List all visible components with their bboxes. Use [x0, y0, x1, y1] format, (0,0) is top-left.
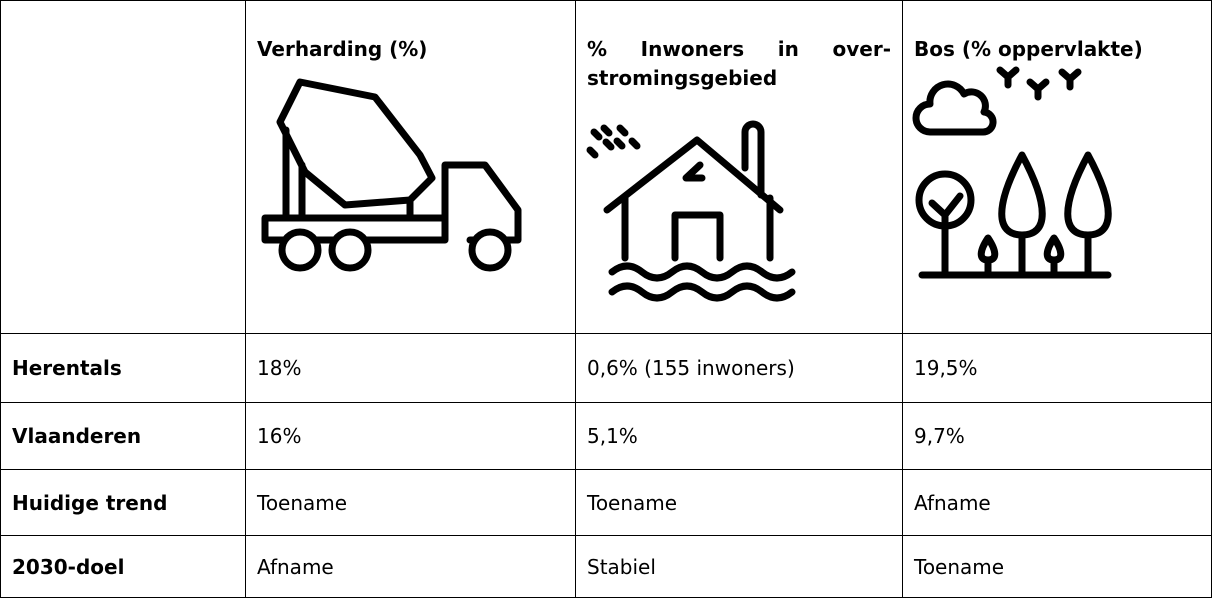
row: 2030-doel Afname Stabiel Toename: [0, 535, 1212, 598]
cell: Toename: [575, 469, 903, 536]
header-cell-empty: [0, 0, 246, 334]
cell: Afname: [902, 469, 1212, 536]
header-row: Verharding (%) % Inwoners in over-stromi…: [0, 0, 1212, 334]
cell: 5,1%: [575, 402, 903, 470]
row: Vlaanderen 16% 5,1% 9,7%: [0, 402, 1212, 470]
cell: Stabiel: [575, 535, 903, 598]
row-label: Vlaanderen: [0, 402, 246, 470]
row: Herentals 18% 0,6% (155 inwoners) 19,5%: [0, 333, 1212, 403]
cell: 19,5%: [902, 333, 1212, 403]
cell: 9,7%: [902, 402, 1212, 470]
header-cell: % Inwoners in over-stromingsgebied: [575, 0, 903, 334]
cell: Toename: [902, 535, 1212, 598]
cell: 0,6% (155 inwoners): [575, 333, 903, 403]
row-label: Huidige trend: [0, 469, 246, 536]
cell: Toename: [245, 469, 576, 536]
row-label: Herentals: [0, 333, 246, 403]
row-label: 2030-doel: [0, 535, 246, 598]
header-cell: Bos (% oppervlakte): [902, 0, 1212, 334]
cell: Afname: [245, 535, 576, 598]
row: Huidige trend Toename Toename Afname: [0, 469, 1212, 536]
cell: 18%: [245, 333, 576, 403]
header-cell: Verharding (%): [245, 0, 576, 334]
cell: 16%: [245, 402, 576, 470]
